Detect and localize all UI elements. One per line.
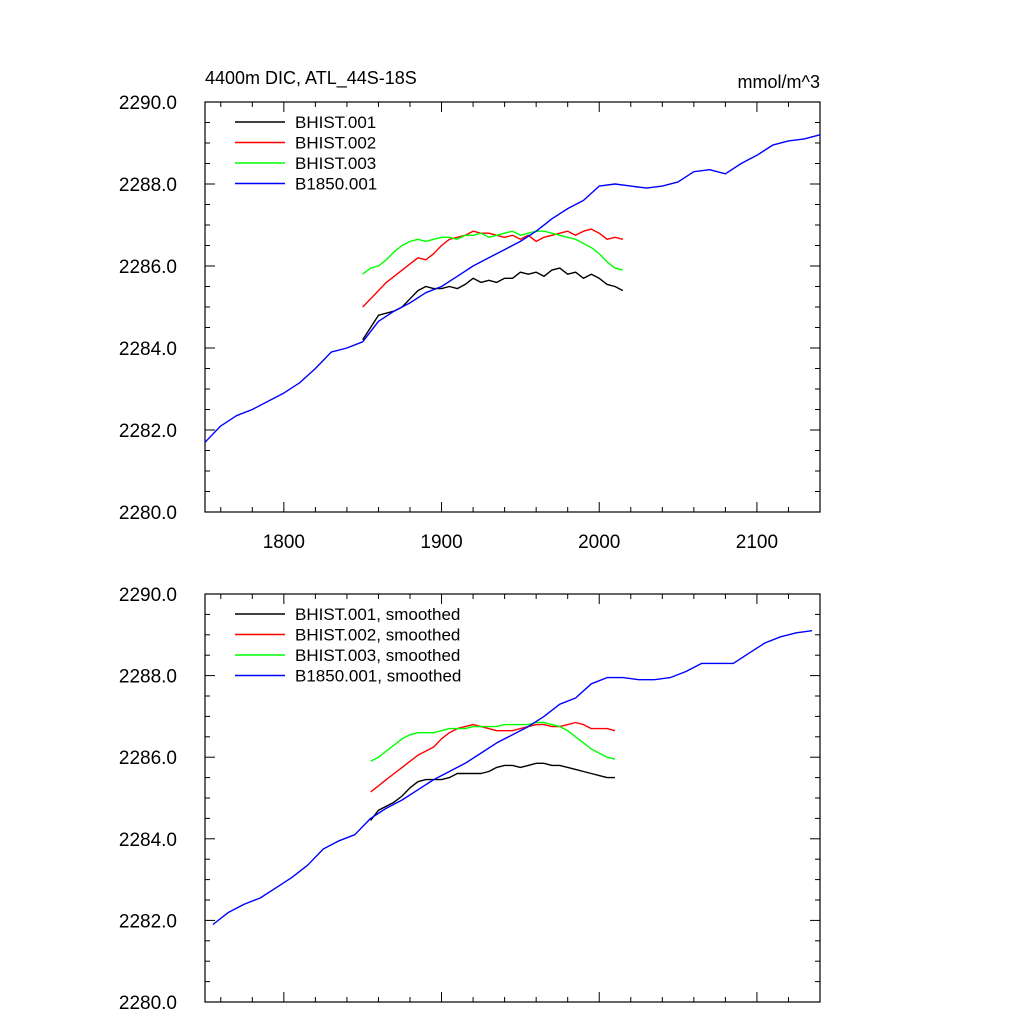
y-tick-label: 2286.0	[119, 257, 177, 278]
y-tick-label: 2290.0	[119, 93, 177, 114]
legend-label: BHIST.003	[295, 154, 376, 173]
y-tick-label: 2284.0	[119, 339, 177, 360]
series-line	[370, 721, 616, 762]
y-tick-label: 2282.0	[119, 911, 177, 932]
legend-label: BHIST.001, smoothed	[295, 605, 460, 624]
legend-label: B1850.001	[295, 175, 377, 194]
chart-title: 4400m DIC, ATL_44S-18S	[205, 68, 417, 89]
series-line	[370, 721, 616, 793]
y-tick-label: 2282.0	[119, 421, 177, 442]
series-line	[362, 267, 624, 341]
legend-label: B1850.001, smoothed	[295, 667, 461, 686]
series-line	[362, 228, 624, 308]
panel-bottom: 2280.0 2282.0 2284.0 2286.0 2288.0 2290.0 BHIS…	[119, 585, 821, 1014]
x-tick-label: 2100	[736, 532, 778, 553]
y-tick-label: 2288.0	[119, 667, 177, 688]
y-tick-label: 2280.0	[119, 503, 177, 524]
legend-label: BHIST.002, smoothed	[295, 626, 460, 645]
legend-label: BHIST.001	[295, 113, 376, 132]
y-tick-label: 2288.0	[119, 175, 177, 196]
y-tick-label: 2280.0	[119, 993, 177, 1014]
series-line	[212, 630, 813, 926]
y-tick-label: 2284.0	[119, 830, 177, 851]
x-tick-label: 2000	[578, 532, 620, 553]
series-line	[370, 762, 615, 821]
x-tick-label: 1800	[263, 532, 305, 553]
y-tick-label: 2290.0	[119, 585, 177, 606]
legend-label: BHIST.002	[295, 134, 376, 153]
panel-top: 1800 1900 2000 2100 2280.0 2282.0 2284.0 2286.0…	[119, 68, 821, 553]
series-line	[204, 134, 821, 443]
series-line	[362, 230, 624, 275]
units-label: mmol/m^3	[738, 72, 820, 92]
y-tick-label: 2286.0	[119, 748, 177, 769]
x-tick-label: 1900	[420, 532, 462, 553]
legend-label: BHIST.003, smoothed	[295, 646, 460, 665]
